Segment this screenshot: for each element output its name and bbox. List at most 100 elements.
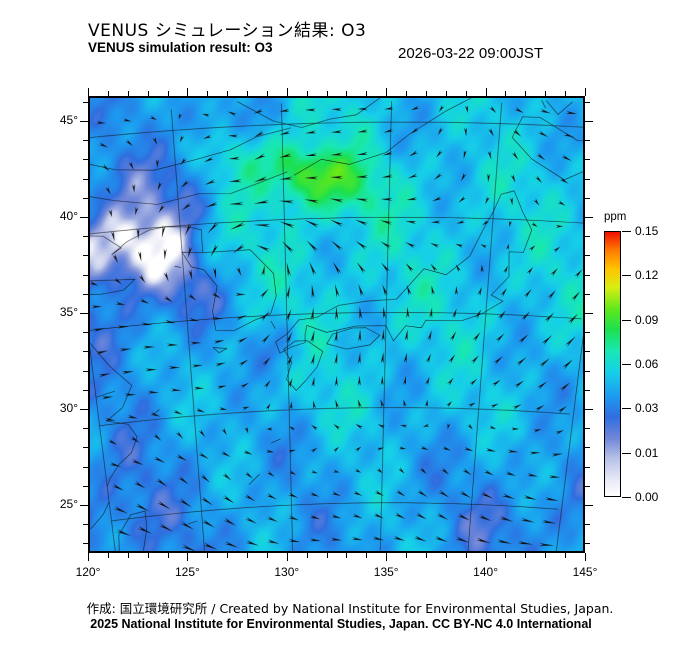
lat-tick-right bbox=[585, 197, 590, 199]
footer-license-text: 2025 National Institute for Environmenta… bbox=[90, 617, 592, 631]
page-title-japanese: VENUS シミュレーション結果: O3 bbox=[88, 21, 367, 41]
map-plot-area bbox=[88, 96, 585, 553]
lat-tick bbox=[80, 312, 88, 314]
lat-tick bbox=[83, 428, 88, 430]
lat-tick-right bbox=[585, 370, 590, 372]
lon-tick bbox=[266, 553, 268, 558]
colorbar-tick-label: 0.03 bbox=[635, 401, 659, 416]
lon-tick-top bbox=[425, 91, 427, 96]
colorbar-tick-label: 0.01 bbox=[635, 445, 659, 460]
lat-tick-right bbox=[585, 332, 590, 334]
lon-tick bbox=[247, 553, 249, 558]
timestamp-label: 2026-03-22 09:00JST bbox=[398, 45, 544, 62]
lat-tick-right bbox=[585, 120, 593, 122]
lon-tick-top bbox=[326, 91, 328, 96]
lat-tick-right bbox=[585, 178, 590, 180]
lat-tick bbox=[83, 101, 88, 103]
lat-tick bbox=[83, 236, 88, 238]
lon-axis-label: 120° bbox=[75, 565, 101, 579]
lon-tick-top bbox=[306, 91, 308, 96]
lon-tick-top bbox=[266, 91, 268, 96]
lon-tick-top bbox=[485, 88, 487, 96]
colorbar-tick bbox=[622, 231, 631, 232]
lon-axis-label: 145° bbox=[572, 565, 598, 579]
colorbar-tick-label: 0.12 bbox=[635, 268, 659, 283]
lat-tick-right bbox=[585, 408, 593, 410]
lat-tick-right bbox=[585, 466, 590, 468]
lat-tick-right bbox=[585, 485, 590, 487]
lon-tick-top bbox=[107, 91, 109, 96]
lon-tick bbox=[565, 553, 567, 558]
footer-credit-line: 作成: 国立環境研究所 / Created by National Instit… bbox=[86, 601, 614, 616]
colorbar-tick bbox=[622, 275, 631, 277]
lon-axis-label: 140° bbox=[473, 565, 498, 579]
lon-tick-top bbox=[187, 88, 189, 96]
lon-tick-top bbox=[247, 91, 249, 96]
lat-tick-right bbox=[585, 447, 590, 449]
lat-tick-right bbox=[585, 293, 590, 295]
lat-tick-right bbox=[585, 428, 590, 430]
lat-tick-right bbox=[585, 504, 593, 506]
lat-tick-right bbox=[585, 312, 593, 314]
lon-tick bbox=[386, 553, 388, 561]
lat-tick bbox=[83, 197, 88, 199]
lon-tick-top bbox=[505, 91, 507, 96]
lon-tick-top bbox=[545, 91, 547, 96]
lon-tick bbox=[306, 553, 308, 558]
lat-tick bbox=[83, 466, 88, 468]
lon-tick bbox=[366, 553, 368, 558]
lat-tick-right bbox=[585, 543, 590, 545]
lon-tick-top bbox=[406, 91, 408, 96]
lon-axis-label: 125° bbox=[174, 565, 200, 579]
lat-tick bbox=[80, 120, 88, 122]
lon-tick bbox=[88, 553, 89, 561]
colorbar-tick bbox=[622, 364, 631, 365]
colorbar-tick bbox=[622, 408, 631, 410]
lat-tick bbox=[83, 274, 88, 276]
lat-tick-right bbox=[585, 101, 590, 103]
lon-tick bbox=[525, 553, 527, 558]
lon-tick bbox=[545, 553, 547, 558]
lat-tick-right bbox=[585, 351, 590, 353]
lon-tick bbox=[485, 553, 487, 561]
lon-tick-top bbox=[167, 91, 169, 96]
colorbar-unit-label: ppm bbox=[604, 211, 627, 223]
lat-tick bbox=[83, 332, 88, 334]
lon-tick bbox=[167, 553, 169, 558]
lon-tick bbox=[465, 553, 467, 558]
lon-tick bbox=[346, 553, 348, 558]
lon-tick-top bbox=[227, 91, 229, 96]
lat-tick bbox=[83, 370, 88, 372]
lon-tick-top bbox=[127, 91, 129, 96]
lat-axis-label: 35° bbox=[59, 304, 78, 319]
lon-tick bbox=[505, 553, 507, 558]
lon-tick bbox=[406, 553, 408, 558]
lat-axis-label: 45° bbox=[59, 112, 78, 127]
lon-tick-top bbox=[88, 88, 89, 96]
lon-tick-top bbox=[386, 88, 388, 96]
lon-tick bbox=[227, 553, 229, 558]
colorbar-tick-label: 0.06 bbox=[635, 357, 659, 371]
lat-tick-right bbox=[585, 389, 590, 391]
lon-tick-top bbox=[445, 91, 447, 96]
lat-tick-right bbox=[585, 255, 590, 257]
lat-tick bbox=[80, 216, 88, 218]
lon-tick-top bbox=[286, 88, 288, 96]
lon-tick-top bbox=[465, 91, 467, 96]
lon-tick-top bbox=[585, 88, 586, 96]
colorbar-tick bbox=[622, 319, 631, 321]
lon-tick-top bbox=[565, 91, 567, 96]
footer-license-line: 2025 National Institute for Environmenta… bbox=[0, 617, 700, 631]
lon-tick bbox=[127, 553, 129, 558]
lon-tick-top bbox=[346, 91, 348, 96]
colorbar-tick bbox=[622, 452, 631, 454]
lat-tick-right bbox=[585, 236, 590, 238]
lon-axis-label: 135° bbox=[373, 565, 399, 579]
lon-tick bbox=[326, 553, 328, 558]
lon-axis-label: 130° bbox=[274, 565, 300, 579]
lat-tick bbox=[80, 408, 88, 410]
lat-tick bbox=[83, 178, 88, 180]
lat-tick bbox=[83, 255, 88, 257]
lon-tick bbox=[187, 553, 189, 561]
colorbar-gradient bbox=[604, 231, 621, 497]
